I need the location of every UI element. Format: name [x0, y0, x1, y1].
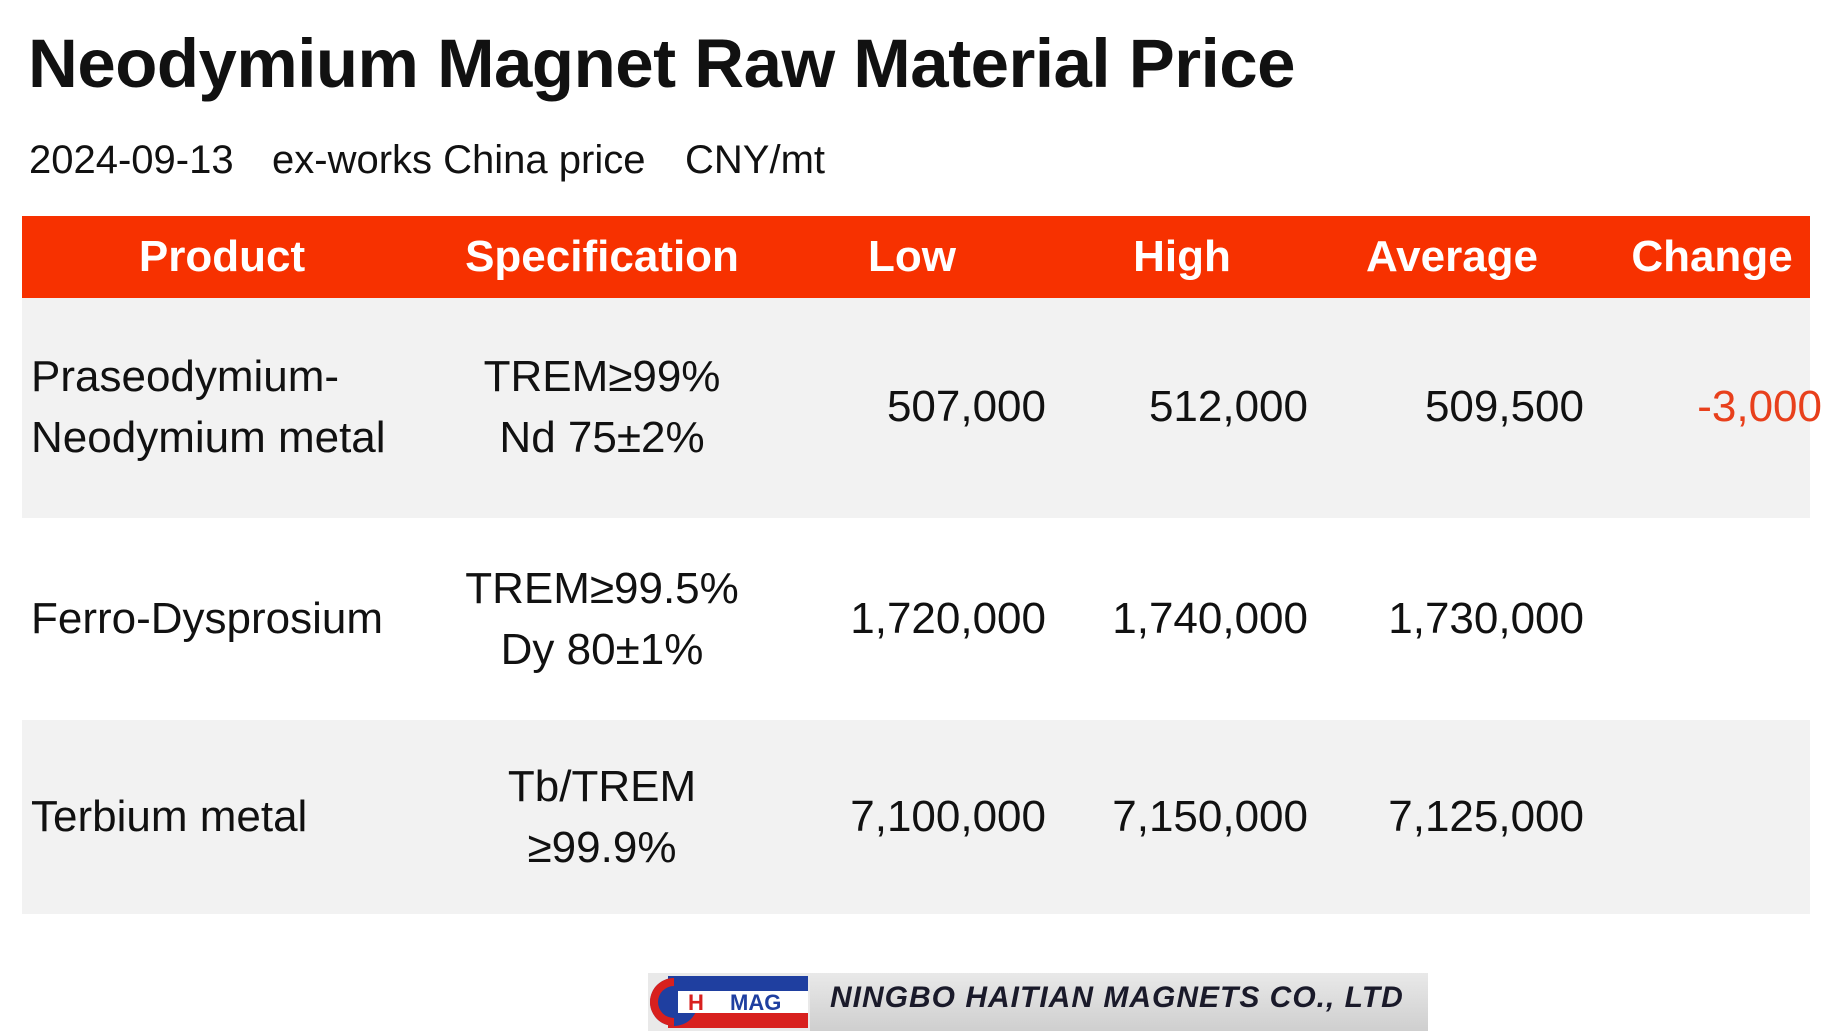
header-specification: Specification	[465, 232, 739, 281]
average-cell: 509,500	[1424, 382, 1584, 431]
table-row: Praseodymium- Neodymium metal TREM≥99% N…	[22, 298, 1822, 518]
low-cell: 507,000	[886, 382, 1046, 431]
header-product: Product	[138, 232, 306, 281]
header-change: Change	[1631, 232, 1793, 281]
company-logo-banner: H MAG NINGBO HAITIAN MAGNETS CO., LTD	[648, 973, 1428, 1031]
price-subtitle: 2024-09-13 ex-works China price CNY/mt	[29, 138, 825, 183]
high-cell: 512,000	[1148, 382, 1308, 431]
header-average: Average	[1365, 232, 1539, 281]
table-row: Terbium metal Tb/TREM ≥99.9% 7,100,000 7…	[22, 720, 1810, 914]
header-low: Low	[868, 232, 956, 281]
company-name: NINGBO HAITIAN MAGNETS CO., LTD	[830, 981, 1404, 1014]
high-cell: 7,150,000	[1112, 792, 1308, 841]
average-cell: 1,730,000	[1388, 594, 1584, 643]
spec-cell: TREM≥99.5% Dy 80±1%	[465, 564, 739, 674]
price-date: 2024-09-13	[29, 138, 234, 182]
low-cell: 1,720,000	[850, 594, 1046, 643]
price-basis: ex-works China price	[272, 138, 646, 182]
change-cell: -3,000	[1697, 382, 1822, 431]
svg-text:H: H	[688, 990, 704, 1015]
page-title: Neodymium Magnet Raw Material Price	[28, 25, 1296, 102]
table-row: Ferro-Dysprosium TREM≥99.5% Dy 80±1% 1,7…	[22, 518, 1810, 720]
high-cell: 1,740,000	[1112, 594, 1308, 643]
product-cell: Terbium metal	[31, 792, 308, 841]
svg-text:MAG: MAG	[730, 990, 781, 1015]
product-cell: Ferro-Dysprosium	[31, 594, 384, 643]
spec-cell: TREM≥99% Nd 75±2%	[483, 352, 721, 462]
spec-cell: Tb/TREM ≥99.9%	[507, 762, 697, 872]
header-high: High	[1133, 232, 1231, 281]
htmag-logo-icon: H MAG	[648, 973, 810, 1031]
price-table: Product Specification Low High Average C…	[22, 216, 1822, 914]
product-cell: Praseodymium- Neodymium metal	[31, 352, 386, 462]
table-header-row: Product Specification Low High Average C…	[22, 216, 1810, 298]
average-cell: 7,125,000	[1388, 792, 1584, 841]
price-unit: CNY/mt	[685, 138, 825, 182]
low-cell: 7,100,000	[850, 792, 1046, 841]
